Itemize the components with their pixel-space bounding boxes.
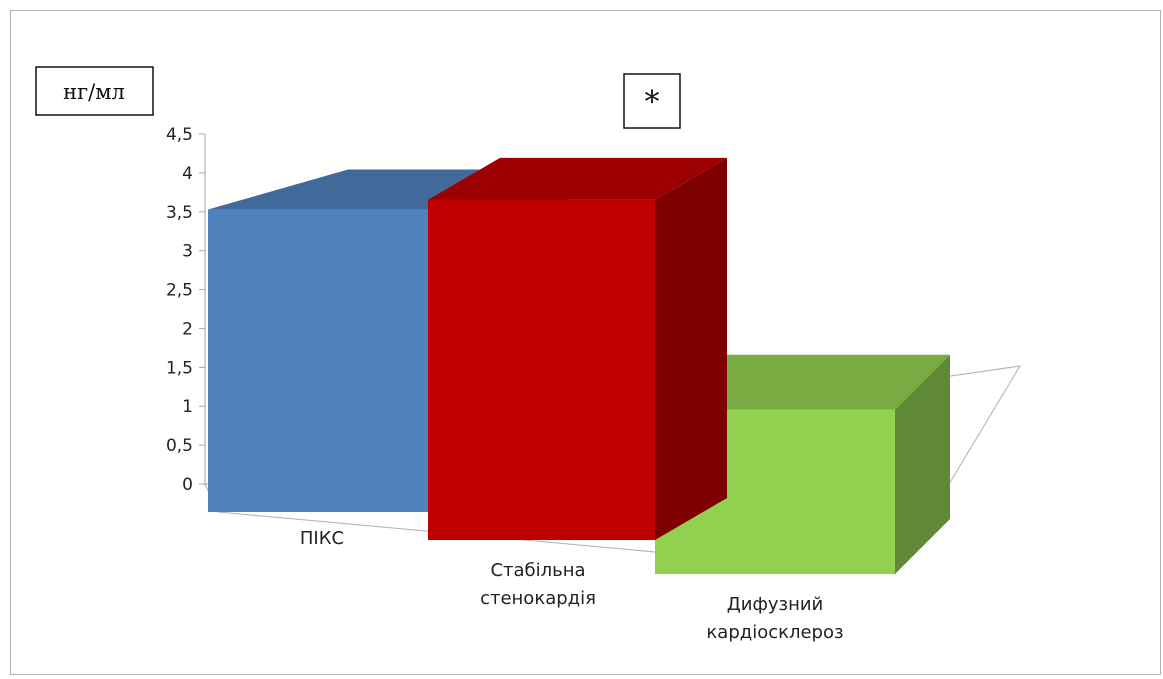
bar-side-face [655, 157, 727, 541]
unit-label: нг/мл [63, 80, 125, 104]
bar-1 [428, 157, 727, 541]
y-tick-label: 4,5 [166, 125, 193, 145]
x-category-label: Дифузний кардіосклероз [706, 594, 843, 643]
bar-side-face [895, 354, 950, 574]
bar-top-face [428, 157, 727, 200]
significance-box: * [623, 73, 681, 129]
x-category-label: Стабільна стенокардія [480, 560, 596, 609]
unit-label-box: нг/мл [35, 66, 154, 116]
y-tick-label: 0 [182, 475, 193, 495]
y-tick-label: 0,5 [166, 436, 193, 456]
y-tick-label: 2 [182, 319, 193, 339]
x-category-label: ПІКС [300, 528, 344, 549]
y-tick-label: 2,5 [166, 281, 193, 301]
bar-front-face [428, 199, 655, 541]
significance-marker: * [645, 85, 660, 120]
bar-2 [655, 354, 950, 574]
y-tick-label: 1,5 [166, 358, 193, 378]
y-tick-label: 4 [182, 164, 193, 184]
y-tick-label: 3,5 [166, 203, 193, 223]
bar-top-face [655, 354, 950, 410]
bar-front-face [208, 209, 428, 512]
y-tick-label: 1 [182, 397, 193, 417]
y-tick-label: 3 [182, 242, 193, 262]
